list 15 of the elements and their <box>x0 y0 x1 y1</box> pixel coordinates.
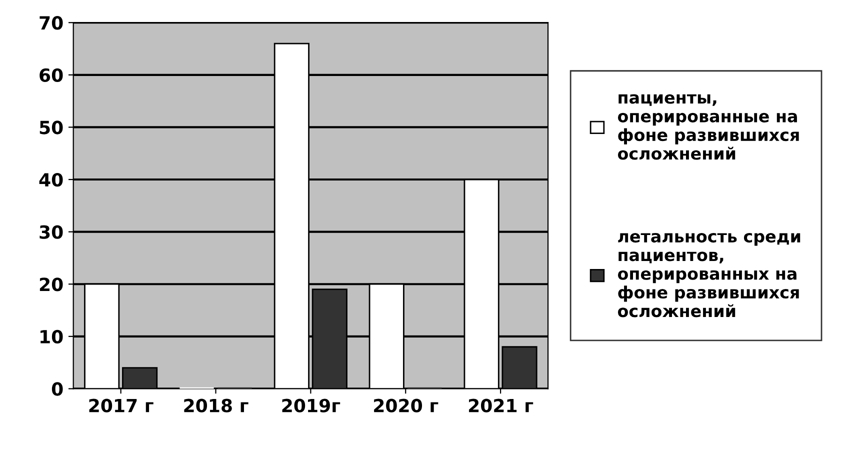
y-tick-label: 30 <box>40 225 63 239</box>
x-tick-label: 2017 г <box>89 398 154 412</box>
y-tick-label: 60 <box>40 68 63 82</box>
y-tick-label: 50 <box>40 120 63 134</box>
x-tick-label: 2019г <box>282 398 340 412</box>
legend-label: пациенты, оперированные на фоне развившихся осложнений <box>618 94 799 160</box>
x-tick-label: 2021 г <box>468 398 534 412</box>
y-tick-label: 20 <box>40 278 63 292</box>
y-tick-label: 70 <box>40 16 63 30</box>
y-tick-label: 40 <box>39 172 63 187</box>
x-tick-label: 2020 г <box>374 398 438 412</box>
y-tick-label: 10 <box>40 330 63 344</box>
y-tick-label: 0 <box>52 382 63 396</box>
x-tick-label: 2018 г <box>184 398 248 412</box>
legend-label: летальность среди пациентов, оперированных на фоне развившихся осложнений <box>618 232 800 318</box>
